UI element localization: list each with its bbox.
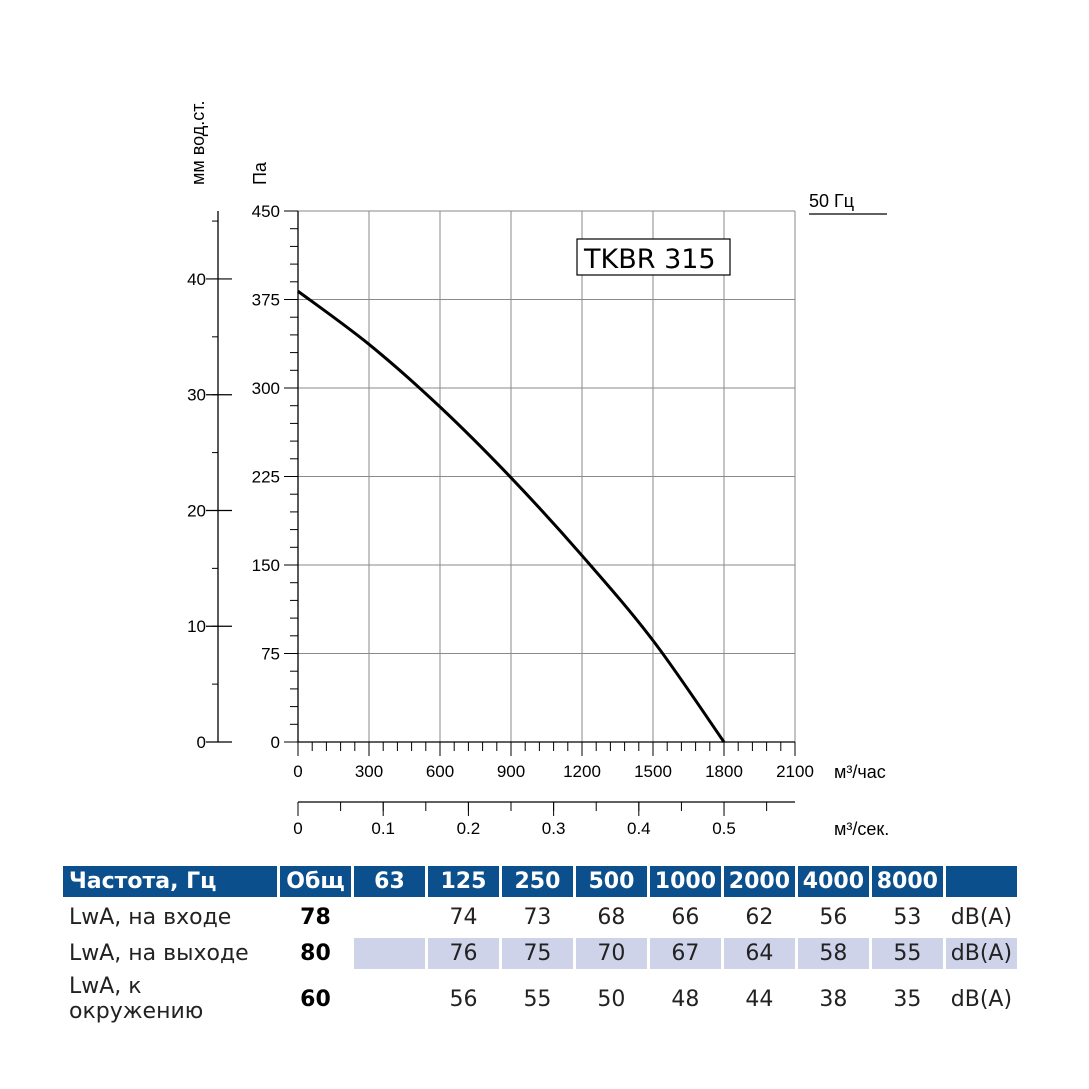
cell-63: [353, 938, 425, 969]
cell-2000: 44: [745, 986, 774, 1012]
x2-tick-label: 0.2: [457, 819, 481, 838]
model-label-box: [576, 238, 731, 276]
table-row: LwA, на выходе 80 76 75 70 67 64 58 55 d…: [63, 938, 1017, 969]
y2-tick-label: 0: [197, 733, 206, 752]
y-tick-label: 0: [271, 733, 280, 752]
x-axis-m3h: 0 300 600 900 1200 1500 1800 2100: [293, 762, 814, 781]
table-header-row: Частота, Гц Общ 63 125 250 500 1000 2000…: [63, 866, 1017, 897]
header-2000: 2000: [723, 866, 795, 897]
x2-tick-label: 0: [293, 819, 302, 838]
header-500: 500: [575, 866, 647, 897]
cell-1000: 48: [671, 986, 700, 1012]
x-tick-label: 1200: [563, 762, 601, 781]
cell-8000: 35: [893, 986, 922, 1012]
y-tick-label: 150: [252, 556, 280, 575]
y2-tick-label: 20: [187, 501, 206, 520]
x-tick-label: 1500: [634, 762, 672, 781]
table-row: LwA, на входе 78 74 73 68 66 62 56 53 dB…: [63, 902, 1017, 933]
cell-125: 74: [449, 905, 478, 930]
y-axis-title-mmwc: мм вод.ст.: [188, 101, 208, 185]
cell-500: 68: [597, 905, 626, 930]
fan-performance-chart: 0 75 150 225 300 375 450 0 10 20 30 40 0 300 600 900 1…: [187, 101, 889, 839]
header-125: 125: [427, 866, 499, 897]
table-row: LwA, к окружению 60 56 55 50 48 44 38 35…: [63, 974, 1017, 1024]
cell-4000: 38: [819, 986, 848, 1012]
row-label: LwA, к окружению: [69, 974, 204, 1024]
row-label: LwA, на входе: [69, 905, 232, 930]
row-label: LwA, на выходе: [63, 938, 277, 969]
chart-grid: [297, 210, 796, 743]
x-axis-m3s: 0 0.1 0.2 0.3 0.4 0.5: [293, 801, 795, 838]
y2-tick-label: 40: [187, 270, 206, 289]
header-63: 63: [353, 866, 425, 897]
cell-1000: 67: [649, 938, 721, 969]
y-tick-label: 300: [252, 379, 280, 398]
cell-4000: 58: [797, 938, 869, 969]
cell-2000: 62: [745, 905, 774, 930]
cell-500: 70: [575, 938, 647, 969]
x-tick-label: 300: [355, 762, 383, 781]
x-tick-label: 2100: [776, 762, 814, 781]
x2-tick-label: 0.1: [371, 819, 395, 838]
y2-tick-label: 10: [187, 617, 206, 636]
y-axis-pa: 0 75 150 225 300 375 450: [252, 202, 280, 752]
row-unit: dB(A): [950, 986, 1013, 1012]
header-4000: 4000: [797, 866, 869, 897]
y-tick-label: 375: [252, 291, 280, 310]
cell-63: [354, 974, 425, 1024]
y-axis-mmwc: 0 10 20 30 40: [187, 211, 232, 752]
cell-500: 50: [597, 986, 626, 1012]
performance-curve-line: [297, 290, 726, 743]
row-total: 78: [300, 905, 331, 930]
frequency-label: 50 Гц: [809, 191, 854, 211]
model-label: TKBR 315: [583, 244, 716, 275]
row-total: 60: [300, 986, 331, 1012]
cell-250: 75: [501, 938, 573, 969]
y-tick-label: 450: [252, 202, 280, 221]
cell-8000: 55: [871, 938, 943, 969]
x2-tick-label: 0.3: [542, 819, 566, 838]
x2-tick-label: 0.5: [712, 819, 736, 838]
row-unit: dB(A): [945, 938, 1017, 969]
header-total: Общ: [280, 866, 351, 897]
cell-4000: 56: [819, 905, 848, 930]
x-tick-label: 0: [293, 762, 302, 781]
minor-ticks: [284, 210, 796, 756]
header-1000: 1000: [649, 866, 721, 897]
y-tick-label: 225: [252, 468, 280, 487]
cell-8000: 53: [893, 905, 922, 930]
row-unit: dB(A): [950, 905, 1013, 930]
header-8000: 8000: [871, 866, 943, 897]
x-tick-label: 900: [497, 762, 525, 781]
cell-250: 55: [523, 986, 552, 1012]
sound-power-table: Частота, Гц Общ 63 125 250 500 1000 2000…: [60, 866, 1020, 1024]
x-axis-title-m3s: м³/сек.: [834, 819, 889, 839]
x2-tick-label: 0.4: [627, 819, 651, 838]
y2-tick-label: 30: [187, 386, 206, 405]
y-tick-label: 75: [261, 645, 280, 664]
cell-125: 76: [427, 938, 499, 969]
cell-125: 56: [449, 986, 478, 1012]
cell-2000: 64: [723, 938, 795, 969]
header-frequency: Частота, Гц: [63, 866, 277, 897]
x-tick-label: 1800: [705, 762, 743, 781]
y-axis-title-pa: Па: [250, 161, 270, 185]
x-tick-label: 600: [426, 762, 454, 781]
cell-63: [354, 902, 425, 933]
cell-1000: 66: [671, 905, 700, 930]
header-250: 250: [501, 866, 573, 897]
cell-250: 73: [523, 905, 552, 930]
performance-curve: [297, 290, 726, 743]
row-total: 80: [280, 938, 351, 969]
header-unit: [945, 866, 1017, 897]
x-axis-title-m3h: м³/час: [834, 762, 886, 782]
